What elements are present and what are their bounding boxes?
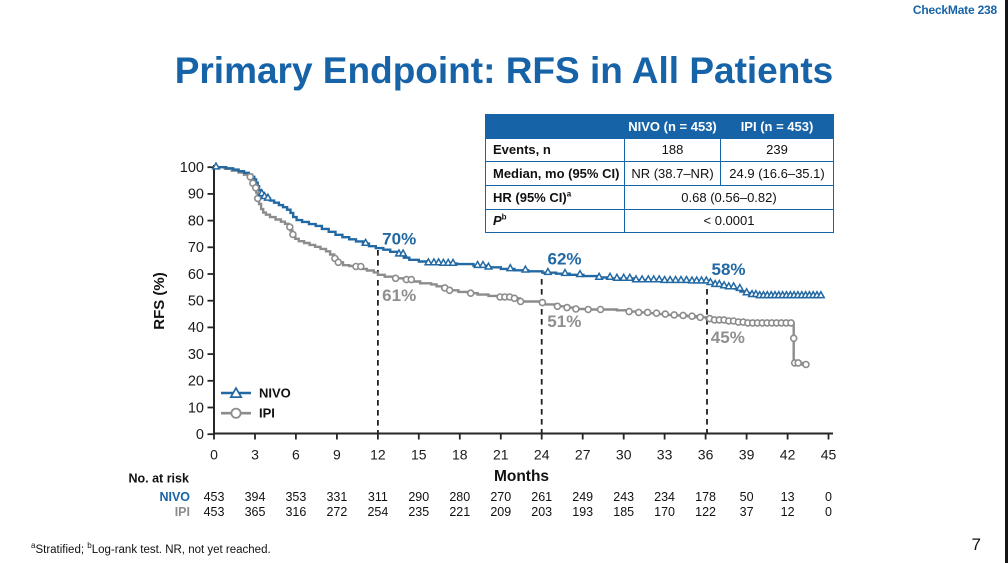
- svg-text:9: 9: [333, 447, 341, 463]
- svg-text:270: 270: [490, 490, 511, 504]
- svg-text:NIVO: NIVO: [159, 490, 190, 504]
- svg-text:12: 12: [781, 505, 795, 519]
- svg-text:311: 311: [368, 490, 388, 504]
- svg-text:203: 203: [531, 505, 552, 519]
- svg-text:170: 170: [654, 505, 675, 519]
- svg-text:42: 42: [780, 447, 796, 463]
- svg-text:20: 20: [188, 374, 204, 390]
- svg-text:0: 0: [825, 505, 832, 519]
- svg-text:37: 37: [740, 505, 754, 519]
- svg-text:185: 185: [613, 505, 634, 519]
- svg-text:45%: 45%: [711, 328, 745, 347]
- svg-text:Months: Months: [494, 468, 549, 485]
- svg-text:12: 12: [370, 447, 386, 463]
- svg-text:NIVO: NIVO: [259, 386, 291, 401]
- svg-text:100: 100: [180, 160, 204, 176]
- svg-text:394: 394: [245, 490, 266, 504]
- svg-text:122: 122: [695, 505, 716, 519]
- svg-text:15: 15: [411, 447, 427, 463]
- svg-text:234: 234: [654, 490, 675, 504]
- svg-text:453: 453: [204, 505, 225, 519]
- svg-text:453: 453: [204, 490, 225, 504]
- svg-text:62%: 62%: [547, 249, 581, 268]
- svg-text:36: 36: [698, 447, 714, 463]
- svg-text:80: 80: [188, 213, 204, 229]
- svg-text:243: 243: [613, 490, 634, 504]
- svg-text:178: 178: [695, 490, 716, 504]
- svg-text:193: 193: [572, 505, 593, 519]
- svg-text:51%: 51%: [547, 312, 581, 331]
- svg-text:0: 0: [210, 447, 218, 463]
- svg-text:261: 261: [531, 490, 552, 504]
- svg-text:24: 24: [534, 447, 550, 463]
- svg-text:0: 0: [196, 427, 204, 443]
- svg-text:365: 365: [245, 505, 266, 519]
- svg-text:221: 221: [449, 505, 470, 519]
- svg-text:IPI: IPI: [175, 505, 190, 519]
- svg-text:39: 39: [739, 447, 755, 463]
- svg-text:0: 0: [825, 490, 832, 504]
- svg-text:249: 249: [572, 490, 593, 504]
- svg-text:235: 235: [408, 505, 429, 519]
- svg-text:316: 316: [285, 505, 306, 519]
- svg-text:33: 33: [657, 447, 673, 463]
- svg-text:30: 30: [616, 447, 632, 463]
- svg-text:272: 272: [326, 505, 347, 519]
- svg-text:60: 60: [188, 267, 204, 283]
- svg-text:70: 70: [188, 240, 204, 256]
- svg-text:40: 40: [188, 320, 204, 336]
- svg-text:254: 254: [367, 505, 388, 519]
- svg-text:13: 13: [781, 490, 795, 504]
- svg-text:3: 3: [251, 447, 259, 463]
- svg-text:18: 18: [452, 447, 468, 463]
- svg-text:58%: 58%: [711, 260, 745, 279]
- svg-text:IPI: IPI: [259, 406, 275, 421]
- svg-text:280: 280: [449, 490, 470, 504]
- svg-text:331: 331: [326, 490, 347, 504]
- svg-text:21: 21: [493, 447, 509, 463]
- svg-text:90: 90: [188, 187, 204, 203]
- svg-text:61%: 61%: [382, 286, 416, 305]
- svg-text:30: 30: [188, 347, 204, 363]
- svg-text:10: 10: [188, 400, 204, 416]
- svg-text:RFS (%): RFS (%): [151, 272, 168, 330]
- svg-text:6: 6: [292, 447, 300, 463]
- svg-text:45: 45: [821, 447, 837, 463]
- svg-text:353: 353: [285, 490, 306, 504]
- svg-text:209: 209: [490, 505, 511, 519]
- svg-text:No. at risk: No. at risk: [129, 472, 189, 486]
- svg-text:50: 50: [740, 490, 754, 504]
- svg-text:290: 290: [408, 490, 429, 504]
- svg-text:70%: 70%: [382, 229, 416, 248]
- svg-text:27: 27: [575, 447, 591, 463]
- svg-text:50: 50: [188, 294, 204, 310]
